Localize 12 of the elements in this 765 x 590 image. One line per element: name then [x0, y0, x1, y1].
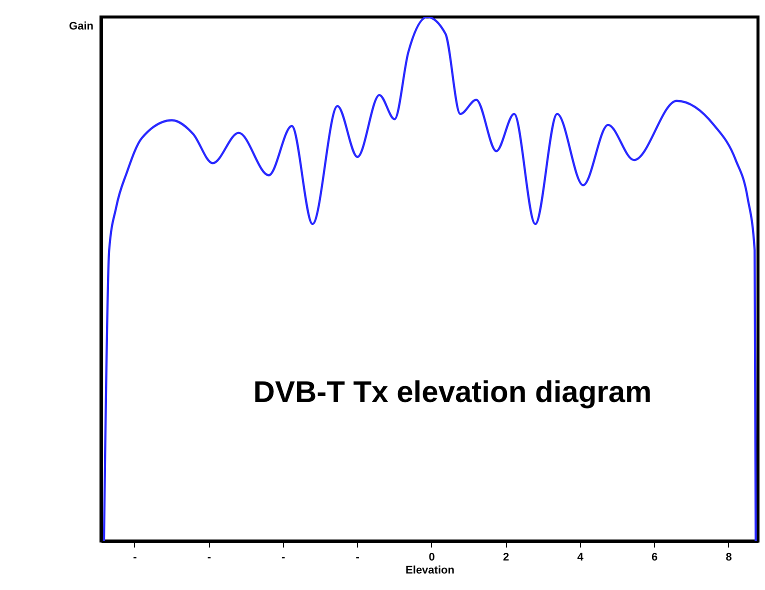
x-tick-label: 8 [726, 552, 732, 564]
x-tick-label: 6 [652, 552, 658, 564]
x-tick-label: 2 [503, 552, 510, 564]
x-tick-label: - [133, 552, 138, 564]
y-axis-title: Gain [69, 20, 94, 32]
x-tick-label: - [207, 552, 212, 564]
x-tick-label: - [356, 552, 360, 564]
x-tick-label: 0 [428, 552, 435, 564]
x-axis-title: Elevation [406, 564, 455, 576]
x-tick-label: - [282, 552, 286, 564]
x-tick-label: 4 [577, 552, 584, 564]
annotation: DVB-T Tx elevation diagram [253, 376, 652, 410]
